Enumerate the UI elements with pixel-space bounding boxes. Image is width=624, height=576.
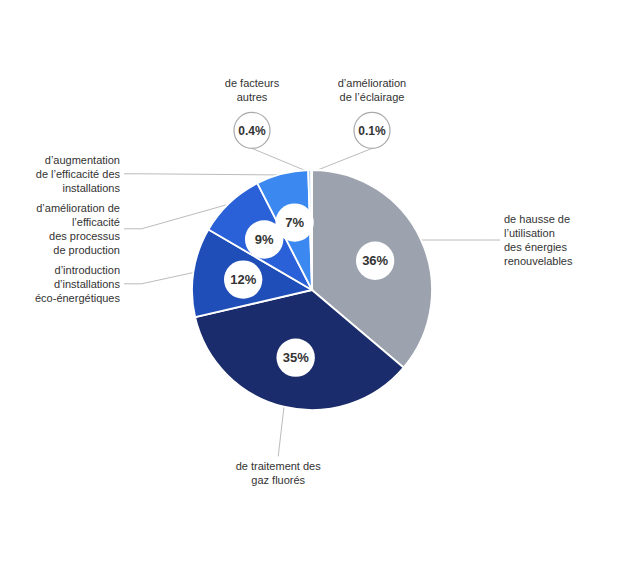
value-badge bbox=[276, 338, 314, 376]
slice-label-line: de l’éclairage bbox=[340, 91, 405, 103]
slice-label: d’introduction d’installations éco-énergét… bbox=[35, 264, 121, 304]
value-badge bbox=[356, 242, 394, 280]
data-label: 9% bbox=[255, 232, 274, 247]
data-label: 36% bbox=[362, 253, 388, 268]
slice-label: d’augmentation de l’efficacité des install… bbox=[36, 154, 121, 194]
leader-line bbox=[124, 272, 195, 284]
slice-label-line: de facteurs bbox=[225, 77, 280, 89]
leader-lines bbox=[124, 148, 500, 456]
slice-label-line: l’efficacité bbox=[72, 216, 120, 228]
leader-line bbox=[312, 148, 372, 172]
data-label: 12% bbox=[230, 272, 256, 287]
slice-label: de facteurs autres bbox=[225, 77, 280, 103]
slices bbox=[192, 170, 432, 410]
data-label: 7% bbox=[285, 215, 304, 230]
slice-label-line: installations bbox=[63, 182, 121, 194]
leader-line bbox=[278, 405, 284, 456]
data-label: 35% bbox=[283, 350, 309, 365]
slice-label-line: de production bbox=[53, 244, 120, 256]
chart: 36%35%12%9%7%de hausse del’utilisationde… bbox=[0, 0, 624, 576]
slice-label-line: autres bbox=[237, 91, 268, 103]
value-badge bbox=[234, 112, 270, 148]
slice-label-line: de l’efficacité des bbox=[36, 168, 121, 180]
data-label: 0.1% bbox=[358, 124, 386, 138]
slice-label-line: éco-énergétiques bbox=[35, 292, 121, 304]
leader-line bbox=[420, 240, 500, 241]
slice-label-line: de traitement des bbox=[236, 460, 321, 472]
slice-label-line: d’installations bbox=[54, 278, 121, 290]
slice-label-line: d’amélioration bbox=[338, 77, 406, 89]
slice-label-line: des processus bbox=[49, 230, 120, 242]
slice-label-line: d’augmentation bbox=[45, 154, 120, 166]
slice-label-line: des énergies bbox=[504, 241, 567, 253]
slice-label-line: de hausse de bbox=[504, 213, 570, 225]
value-badge bbox=[354, 112, 390, 148]
value-badge bbox=[224, 260, 262, 298]
leader-line bbox=[252, 148, 310, 172]
slice-label-line: l’utilisation bbox=[504, 227, 555, 239]
pie: 36%35%12%9%7%de hausse del’utilisationde… bbox=[35, 77, 573, 486]
slice-label-line: d’introduction bbox=[55, 264, 120, 276]
labels: 36%35%12%9%7%de hausse del’utilisationde… bbox=[35, 77, 573, 486]
slice-label: d’amélioration de l’éclairage bbox=[338, 77, 406, 103]
slice-label-line: renouvelables bbox=[504, 255, 573, 267]
slice-label: de hausse de l’utilisation des énergies ren… bbox=[504, 213, 573, 267]
slice-label-line: d’amélioration de bbox=[36, 202, 120, 214]
slice-label: de traitement des gaz fluorés bbox=[236, 460, 321, 486]
value-badge bbox=[275, 203, 313, 241]
slice-label-line: gaz fluorés bbox=[251, 474, 305, 486]
leader-line bbox=[124, 174, 282, 175]
slice-label: d’amélioration de l’efficacité des process… bbox=[36, 202, 120, 256]
data-label: 0.4% bbox=[238, 124, 266, 138]
badges bbox=[224, 112, 394, 376]
